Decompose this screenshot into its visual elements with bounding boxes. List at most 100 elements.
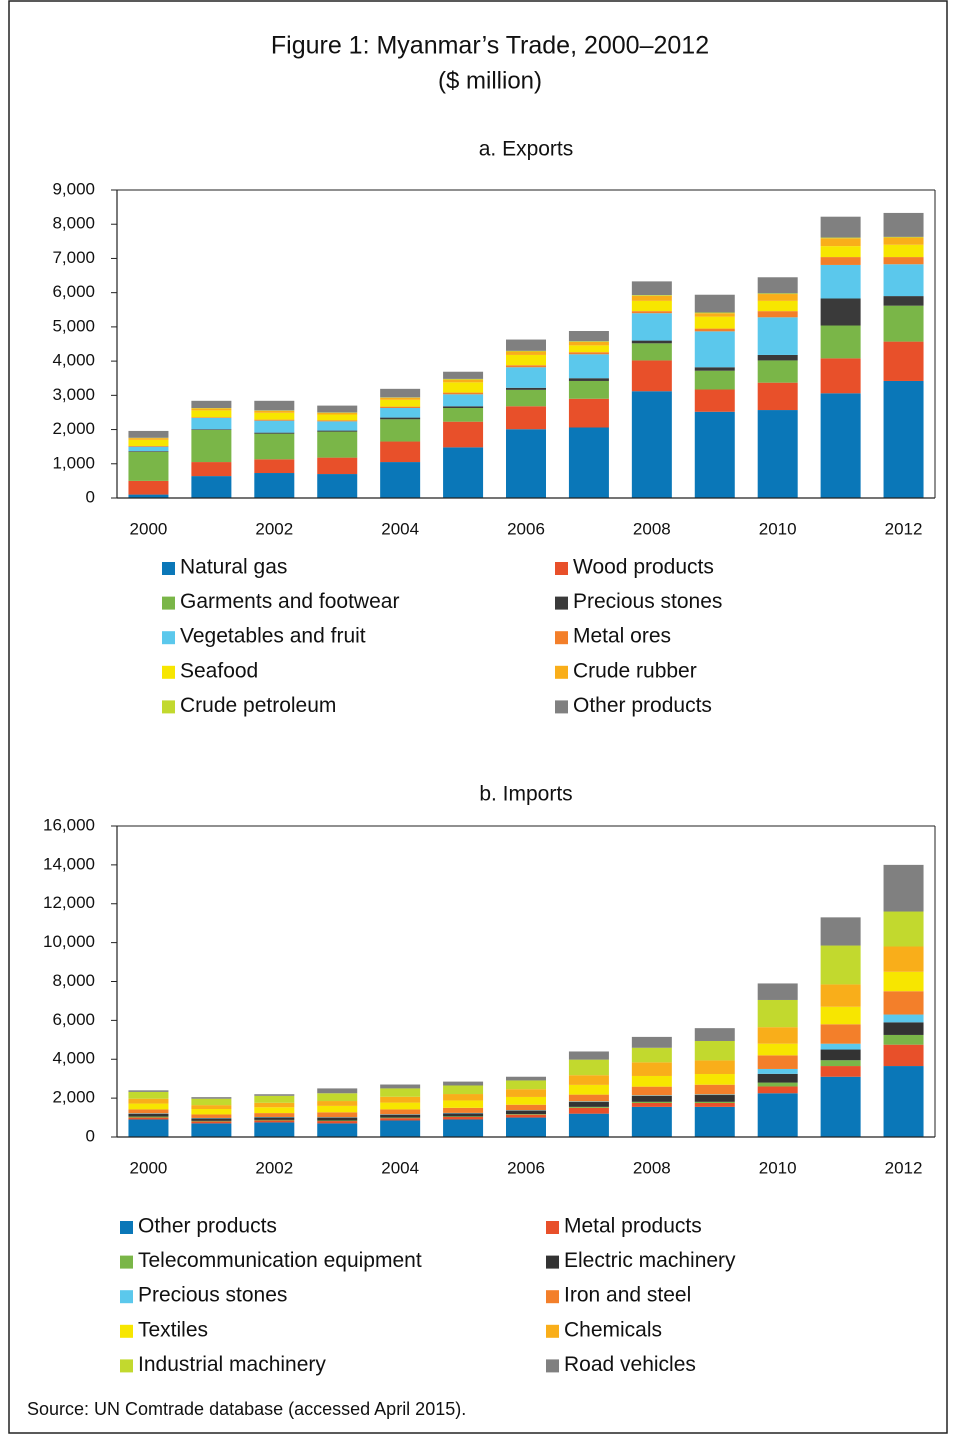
legend-label: Textiles <box>138 1318 208 1341</box>
legend-swatch <box>120 1255 133 1269</box>
bar-segment <box>568 1101 609 1103</box>
bar-segment <box>631 360 672 392</box>
bar-segment <box>820 237 861 239</box>
legend-label: Metal products <box>564 1215 702 1238</box>
bar-segment <box>443 1116 484 1117</box>
bar-segment <box>380 407 421 418</box>
bar-segment <box>254 1119 295 1121</box>
bar-segment <box>883 212 924 237</box>
bar-segment <box>128 1103 169 1110</box>
bar-segment <box>631 1095 672 1102</box>
bar-segment <box>191 1120 232 1122</box>
bar-segment <box>254 473 295 498</box>
bar-segment <box>191 1123 232 1137</box>
bar-segment <box>191 410 232 418</box>
bar-segment <box>694 1094 735 1096</box>
bar-segment <box>883 237 924 245</box>
bar-segment <box>191 400 232 408</box>
bar-segment <box>317 1112 358 1118</box>
bar-segment <box>568 378 609 381</box>
bar-segment <box>757 300 798 312</box>
bar-segment <box>443 421 484 448</box>
bar-segment <box>128 446 169 452</box>
legend-swatch <box>546 1324 559 1338</box>
bar-segment <box>254 420 295 433</box>
legend-swatch <box>120 1221 133 1234</box>
source-note: Source: UN Comtrade database (accessed A… <box>27 1399 466 1419</box>
bar-segment <box>191 1118 232 1121</box>
bar-segment <box>883 1034 924 1045</box>
frame <box>8 0 948 1434</box>
bar-segment <box>128 1117 169 1120</box>
bar-segment <box>883 1044 924 1067</box>
bar-segment <box>631 391 672 498</box>
bar-segment <box>883 305 924 342</box>
bar-segment <box>380 441 421 463</box>
bar-segment <box>883 946 924 972</box>
bar-segment <box>820 1024 861 1044</box>
bar-segment <box>254 1102 295 1108</box>
y-tick-label: 0 <box>86 487 95 506</box>
bar-segment <box>443 407 484 422</box>
bar-segment <box>568 1107 609 1114</box>
bar-segment <box>128 445 169 447</box>
bar-segment <box>631 311 672 314</box>
bar-segment <box>254 1117 295 1120</box>
bar-segment <box>128 1090 169 1092</box>
bar-segment <box>631 300 672 312</box>
y-tick-label: 7,000 <box>52 248 95 267</box>
bar-segment <box>506 350 546 352</box>
legend-label: Iron and steel <box>564 1284 691 1307</box>
x-tick-label: 2006 <box>507 1158 545 1177</box>
bar-segment <box>820 325 861 359</box>
bar-segment <box>694 328 735 332</box>
bar-segment <box>254 419 295 421</box>
bar-segment <box>380 1117 421 1119</box>
legend-swatch <box>162 596 175 610</box>
bar-segment <box>568 330 609 342</box>
bar-segment <box>380 419 421 442</box>
legend-swatch <box>162 562 175 575</box>
bar-segment <box>568 1102 609 1107</box>
bar-segment <box>254 1095 295 1103</box>
bar-segment <box>757 1093 798 1137</box>
bar-segment <box>820 1066 861 1077</box>
bar-segment <box>820 1060 861 1067</box>
bar-segment <box>694 1095 735 1102</box>
bar-segment <box>694 1040 735 1061</box>
bar-segment <box>254 1113 295 1117</box>
legend-swatch <box>555 631 568 645</box>
bar-segment <box>631 1036 672 1048</box>
legend-label: Electric machinery <box>564 1249 736 1272</box>
bar-segment <box>568 1084 609 1095</box>
bar-segment <box>191 1114 232 1118</box>
bar-segment <box>128 1098 169 1104</box>
bar-segment <box>317 1093 358 1102</box>
bar-segment <box>443 406 484 408</box>
bar-segment <box>820 393 861 498</box>
legend-label: Seafood <box>180 659 258 682</box>
bar-segment <box>254 459 295 474</box>
legend-label: Precious stones <box>138 1284 287 1307</box>
bar-segment <box>757 294 798 301</box>
bar-segment <box>191 1121 232 1124</box>
bar-segment <box>820 257 861 265</box>
x-tick-label: 2010 <box>759 519 797 538</box>
bar-segment <box>757 1068 798 1074</box>
bar-segment <box>883 864 924 912</box>
bar-segment <box>254 410 295 413</box>
y-tick-label: 2,000 <box>52 1088 95 1107</box>
bar-segment <box>631 1062 672 1076</box>
bar-segment <box>443 1081 484 1086</box>
bar-segment <box>317 1123 358 1137</box>
bar-segment <box>694 316 735 329</box>
bar-segment <box>317 1117 358 1121</box>
legend-swatch <box>555 665 568 679</box>
bar-segment <box>568 1075 609 1085</box>
chart-title: b. Imports <box>479 783 572 806</box>
y-tick-label: 2,000 <box>52 419 95 438</box>
bar-segment <box>317 430 358 432</box>
bar-segment <box>506 367 546 388</box>
bar-segment <box>506 1117 546 1137</box>
